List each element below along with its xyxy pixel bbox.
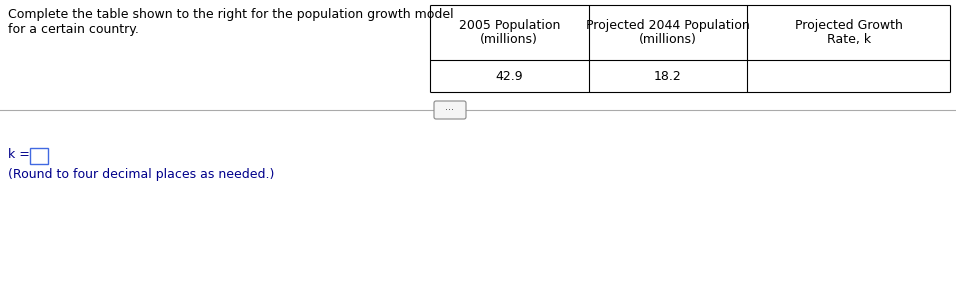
Text: 2005 Population
(millions): 2005 Population (millions) [459,19,560,46]
Text: ···: ··· [445,105,454,115]
Text: k =: k = [8,148,30,161]
Text: (Round to four decimal places as needed.): (Round to four decimal places as needed.… [8,168,274,181]
Text: Projected 2044 Population
(millions): Projected 2044 Population (millions) [586,19,750,46]
Text: Projected Growth
Rate, k: Projected Growth Rate, k [794,19,902,46]
Text: 42.9: 42.9 [495,70,523,83]
FancyBboxPatch shape [434,101,466,119]
Text: Complete the table shown to the right for the population growth model
for a cert: Complete the table shown to the right fo… [8,8,454,36]
Text: 18.2: 18.2 [654,70,682,83]
FancyBboxPatch shape [30,148,48,164]
